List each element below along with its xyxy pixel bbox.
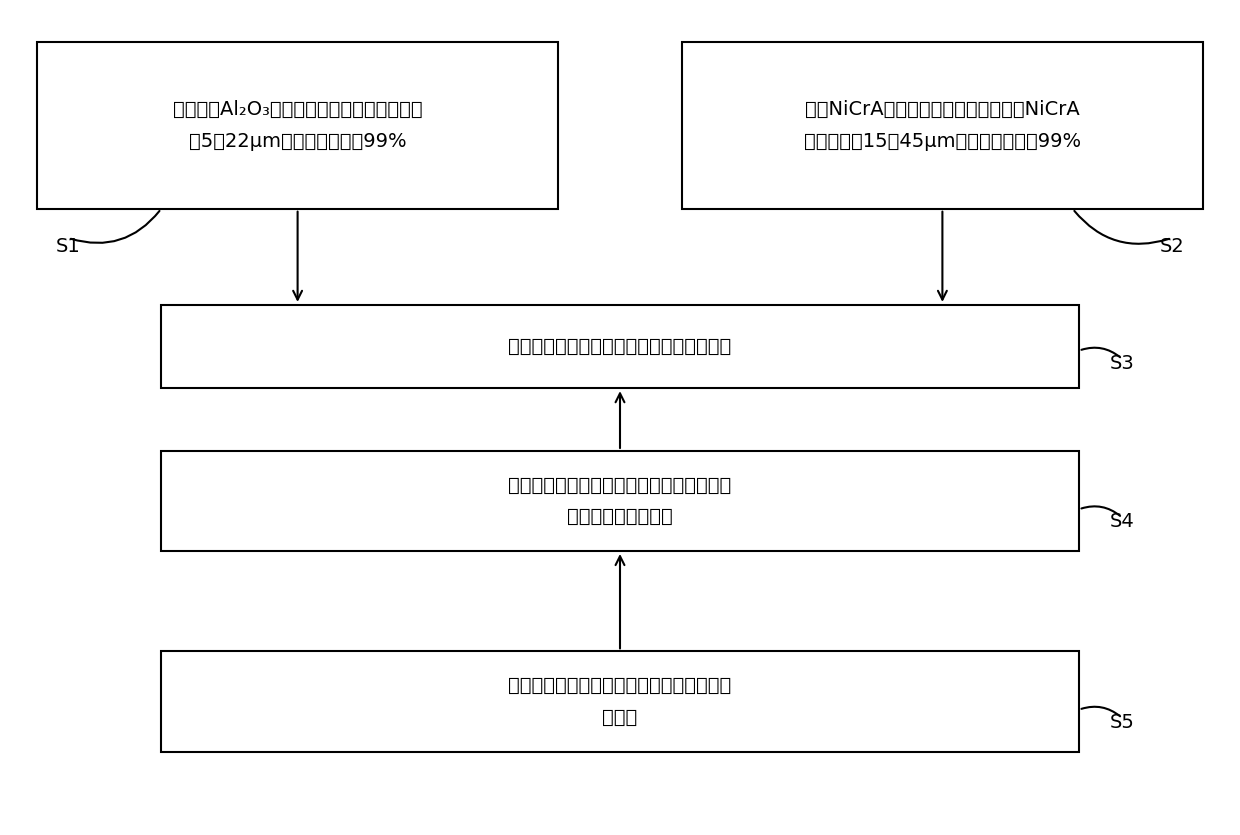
Text: 瓷粉末: 瓷粉末: [603, 708, 637, 726]
Text: S5: S5: [1110, 713, 1135, 731]
Bar: [682, 42, 1203, 209]
Text: 为5～22μm，其纯度不低亖99%: 为5～22μm，其纯度不低亖99%: [188, 132, 407, 150]
Bar: [161, 651, 1079, 752]
Text: 将所述陶瓷粉末及所述过渡层材料进行烘干: 将所述陶瓷粉末及所述过渡层材料进行烘干: [508, 337, 732, 356]
Bar: [161, 451, 1079, 551]
Bar: [161, 305, 1079, 388]
Text: 准备NiCrA粉末作为过渡层材料，所述NiCrA: 准备NiCrA粉末作为过渡层材料，所述NiCrA: [805, 100, 1080, 119]
Text: 在粘接层表面采用超声速等离子喷涂所述陶: 在粘接层表面采用超声速等离子喷涂所述陶: [508, 676, 732, 695]
Text: S4: S4: [1110, 513, 1135, 531]
Text: S1: S1: [56, 237, 81, 256]
Text: 粉末粒径为15～45μm，其纯度不低亖99%: 粉末粒径为15～45μm，其纯度不低亖99%: [804, 132, 1081, 150]
Text: 在陶瓷型芯表面采用超声速火焰喷涂所述过: 在陶瓷型芯表面采用超声速火焰喷涂所述过: [508, 476, 732, 494]
Bar: [37, 42, 558, 209]
Text: 渡层材料作为粘接层: 渡层材料作为粘接层: [567, 508, 673, 526]
Text: S3: S3: [1110, 354, 1135, 372]
Text: 制备纳米Al₂O₃陶瓷粉末，所述陶瓷粉末粒径: 制备纳米Al₂O₃陶瓷粉末，所述陶瓷粉末粒径: [172, 100, 423, 119]
Text: S2: S2: [1159, 237, 1184, 256]
